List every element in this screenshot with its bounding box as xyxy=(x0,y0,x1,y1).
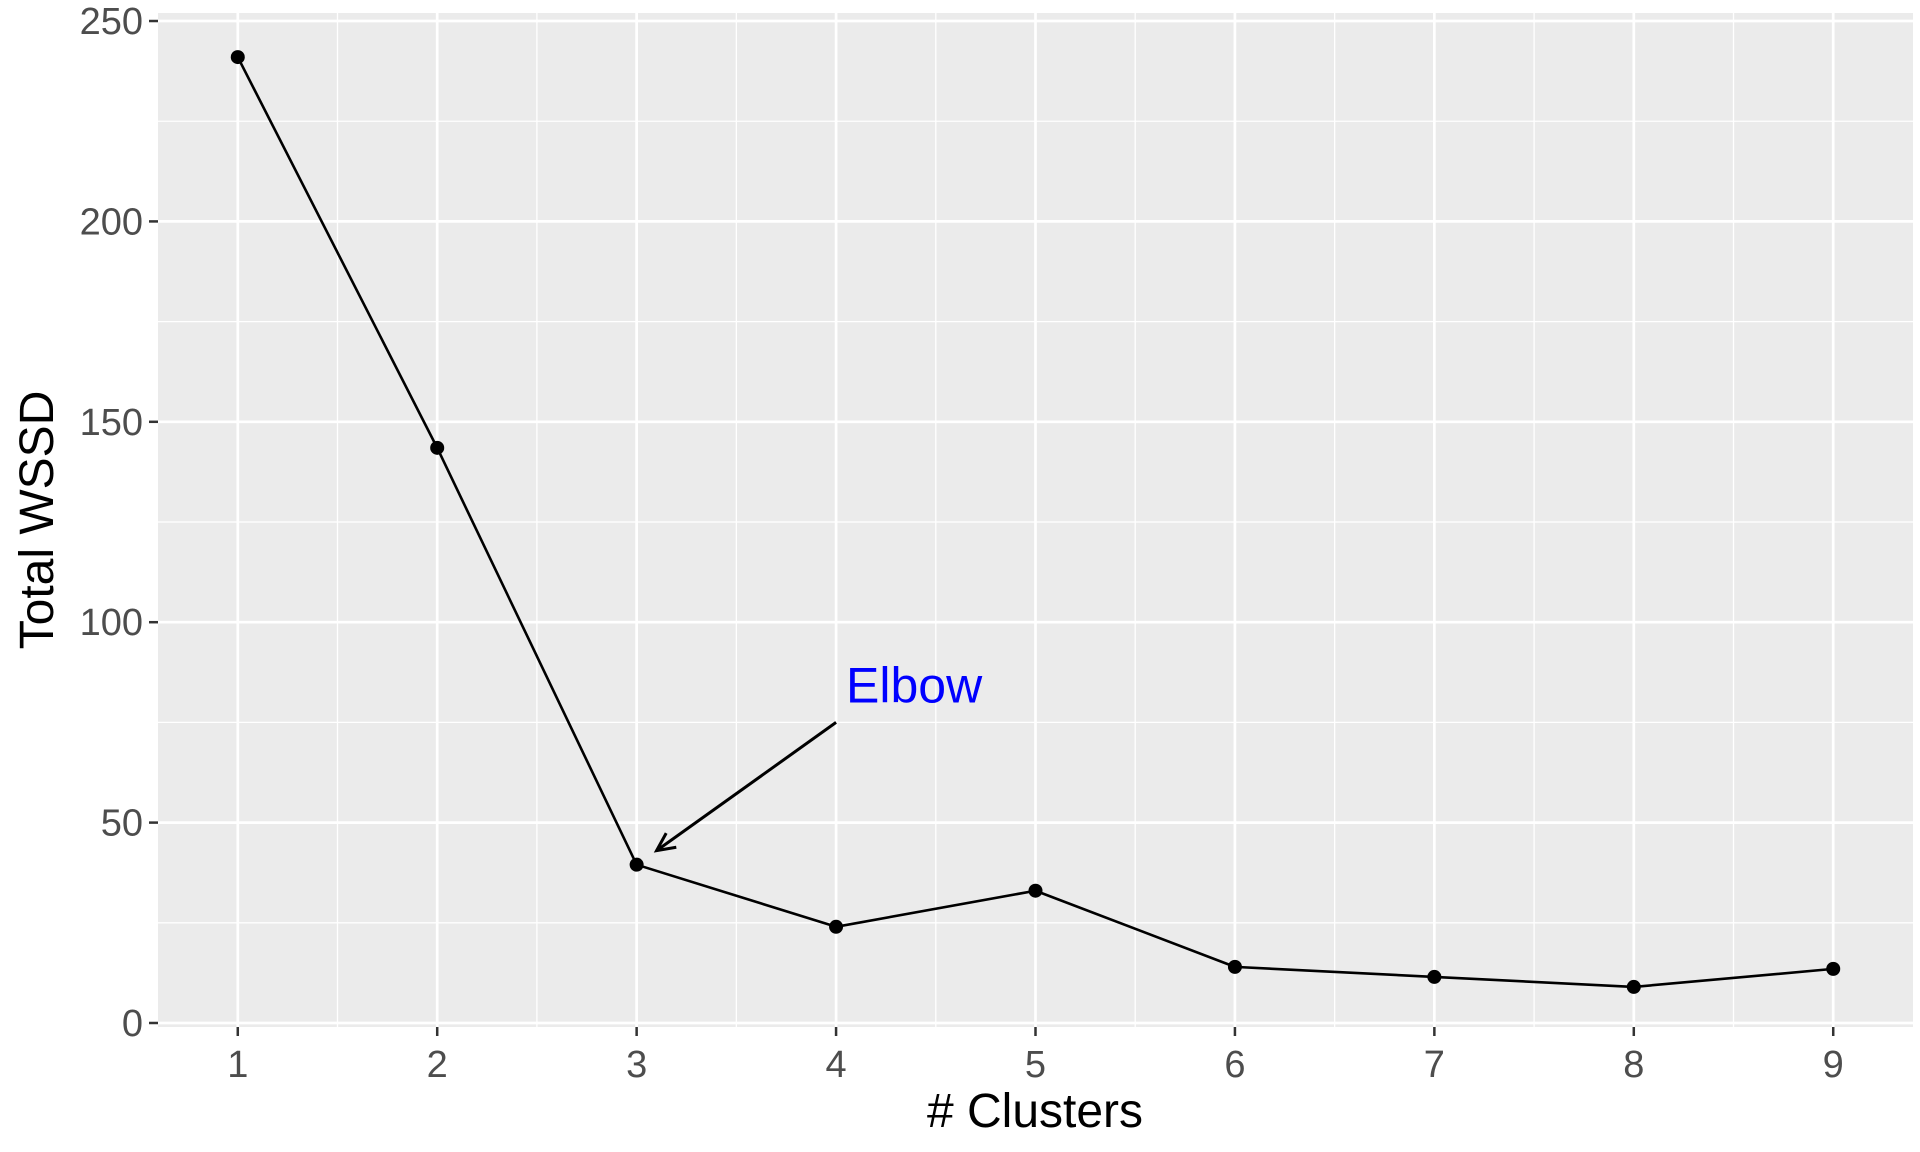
x-tick-label: 4 xyxy=(825,1044,846,1086)
data-point xyxy=(829,919,844,934)
x-tick-label: 5 xyxy=(1025,1044,1046,1086)
x-axis-title: # Clusters xyxy=(927,1085,1143,1138)
y-tick-label: 100 xyxy=(80,602,143,644)
x-tick-label: 1 xyxy=(227,1044,248,1086)
x-tick-label: 6 xyxy=(1224,1044,1245,1086)
data-point xyxy=(1227,959,1242,974)
y-tick-label: 150 xyxy=(80,402,143,444)
data-point xyxy=(629,857,644,872)
data-point xyxy=(1028,883,1043,898)
data-point xyxy=(1427,969,1442,984)
x-tick-label: 2 xyxy=(427,1044,448,1086)
annotation-layer: Elbow xyxy=(653,657,983,853)
x-tick-label: 7 xyxy=(1424,1044,1445,1086)
elbow-arrow-head xyxy=(653,832,677,853)
elbow-annotation-label: Elbow xyxy=(846,657,983,713)
y-axis-ticks: 0 50 100 150 200 250 xyxy=(80,1,158,1045)
x-tick-label: 8 xyxy=(1623,1044,1644,1086)
major-gridlines xyxy=(158,13,1913,1027)
data-point xyxy=(230,50,245,65)
data-point xyxy=(1626,979,1641,994)
y-tick-label: 50 xyxy=(101,803,143,845)
elbow-arrow-line xyxy=(655,721,837,852)
y-axis-title: Total WSSD xyxy=(11,391,64,650)
series-layer xyxy=(230,50,1841,994)
data-point xyxy=(430,440,445,455)
y-tick-label: 200 xyxy=(80,201,143,243)
y-tick-label: 0 xyxy=(122,1003,143,1045)
data-point xyxy=(1826,961,1841,976)
x-tick-label: 9 xyxy=(1823,1044,1844,1086)
x-axis-ticks: 1 2 3 4 5 6 7 8 9 xyxy=(227,1027,1844,1086)
y-tick-label: 250 xyxy=(80,1,143,43)
x-tick-label: 3 xyxy=(626,1044,647,1086)
